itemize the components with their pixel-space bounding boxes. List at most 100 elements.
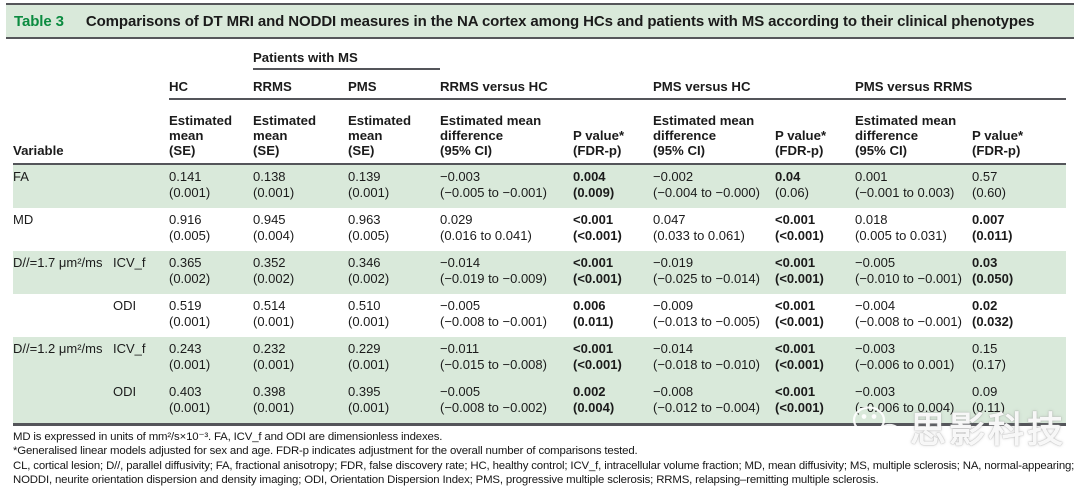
cell-se: (0.001) — [169, 184, 211, 200]
table-caption: Comparisons of DT MRI and NODDI measures… — [85, 13, 1035, 30]
cell-se: (0.001) — [253, 356, 295, 372]
col-header-est-mean-hc: Estimated mean (SE) — [169, 99, 253, 165]
spacer-cell — [13, 39, 253, 69]
cell-p: 0.03 — [972, 255, 998, 270]
td-diff-rrms-hc: −0.014 (−0.019 to −0.009) — [440, 251, 573, 294]
header-row-group: Patients with MS — [13, 39, 1066, 70]
col-header-diff-pms-hc: Estimated mean difference (95% CI) — [653, 99, 775, 165]
cell-p: <0.001 — [573, 341, 614, 356]
cell-se: (0.001) — [253, 399, 295, 415]
td-variable: FA — [13, 169, 29, 184]
cell-mean: 0.403 — [169, 384, 202, 399]
td-diff-pms-hc: −0.014 (−0.018 to −0.010) — [653, 337, 775, 380]
table-header: Patients with MS HC RRMS PMS RRMS versus… — [13, 39, 1066, 165]
cell-se: (0.005) — [169, 227, 211, 243]
col-header-hc: HC — [169, 69, 253, 100]
cell-diff: −0.005 — [440, 384, 481, 399]
cell-ci: (−0.015 to −0.008) — [440, 356, 547, 372]
cell-fdr: (0.050) — [972, 270, 1014, 286]
table-row-d17-icvf: D//=1.7 μm²/ms ICV_f 0.365 (0.002) 0.352(… — [13, 251, 1066, 294]
cell-fdr: (0.60) — [972, 184, 1006, 200]
cell-diff: −0.011 — [440, 341, 480, 356]
cell-diff: −0.014 — [653, 341, 694, 356]
cell-p: 0.09 — [972, 384, 998, 399]
td-diff-rrms-hc: −0.005 (−0.008 to −0.002) — [440, 380, 573, 425]
cell-mean: 0.232 — [253, 341, 286, 356]
cell-ci: (−0.012 to −0.004) — [653, 399, 760, 415]
col-header-p-pms-rrms: P value* (FDR-p) — [972, 99, 1066, 165]
td-rrms: 0.398 (0.001) — [253, 380, 348, 425]
td-p-rrms-hc: <0.001 (<0.001) — [573, 337, 653, 380]
td-diff-pms-rrms: −0.004 (−0.008 to −0.001) — [855, 294, 972, 337]
spacer-cell — [13, 69, 169, 99]
cell-fdr: (0.06) — [775, 184, 809, 200]
td-p-pms-hc: <0.001 (<0.001) — [775, 251, 855, 294]
cell-fdr: (0.032) — [972, 313, 1014, 329]
cell-mean: 0.510 — [348, 298, 381, 313]
td-hc: 0.916 (0.005) — [169, 208, 253, 251]
cell-diff: −0.014 — [440, 255, 481, 270]
td-p-pms-hc: <0.001 (<0.001) — [775, 380, 855, 425]
td-p-pms-rrms: 0.15 (0.17) — [972, 337, 1066, 380]
cell-diff: −0.009 — [653, 298, 694, 313]
td-variable: D//=1.7 μm²/ms — [13, 255, 103, 270]
td-subvariable: ICV_f — [113, 255, 146, 270]
cell-se: (0.001) — [169, 313, 211, 329]
td-hc: 0.403 (0.001) — [169, 380, 253, 425]
cell-mean: 0.365 — [169, 255, 202, 270]
td-diff-rrms-hc: −0.003 (−0.005 to −0.001) — [440, 164, 573, 208]
cell-p: 0.57 — [972, 169, 998, 184]
col-header-variable: Variable — [13, 99, 169, 165]
cell-diff: −0.003 — [440, 169, 481, 184]
cell-mean: 0.138 — [253, 169, 286, 184]
footnote-models: *Generalised linear models adjusted for … — [13, 445, 638, 458]
cell-ci: (−0.006 to 0.001) — [855, 356, 955, 372]
cell-p: 0.007 — [972, 212, 1005, 227]
cell-fdr: (<0.001) — [573, 356, 622, 372]
td-p-rrms-hc: 0.004 (0.009) — [573, 164, 653, 208]
footnote-abbreviations-1: CL, cortical lesion; D//, parallel diffu… — [13, 459, 1075, 472]
td-variable — [13, 294, 113, 337]
cell-p: 0.04 — [775, 169, 801, 184]
td-rrms: 0.514 (0.001) — [253, 294, 348, 337]
td-diff-rrms-hc: −0.005 (−0.008 to −0.001) — [440, 294, 573, 337]
cell-fdr: (0.011) — [573, 313, 614, 329]
td-hc: 0.141 (0.001) — [169, 164, 253, 208]
table-number: Table 3 — [14, 13, 64, 30]
cell-mean: 0.963 — [348, 212, 381, 227]
table-body: FA 0.141 (0.001) 0.138 (0.001) 0.139 (0.001… — [13, 164, 1066, 425]
cell-p: <0.001 — [775, 212, 816, 227]
col-header-p-pms-hc: P value* (FDR-p) — [775, 99, 855, 165]
td-diff-pms-rrms: 0.001 (−0.001 to 0.003) — [855, 164, 972, 208]
td-p-rrms-hc: <0.001 (<0.001) — [573, 251, 653, 294]
cell-se: (0.002) — [253, 270, 295, 286]
cell-p: <0.001 — [775, 255, 816, 270]
footnote-abbreviations-2: NODDI, neurite orientation dispersion an… — [13, 473, 879, 486]
cell-ci: (0.005 to 0.031) — [855, 227, 947, 243]
td-diff-pms-hc: −0.008 (−0.012 to −0.004) — [653, 380, 775, 425]
header-row-measures: Variable Estimated mean (SE) Estimated m… — [13, 99, 1066, 165]
td-p-pms-rrms: 0.57 (0.60) — [972, 164, 1066, 208]
group-header-patients-with-ms: Patients with MS — [253, 39, 440, 70]
cell-mean: 0.519 — [169, 298, 202, 313]
td-p-pms-hc: <0.001 (<0.001) — [775, 294, 855, 337]
td-p-pms-rrms: 0.03 (0.050) — [972, 251, 1066, 294]
table-row-md: MD 0.916 (0.005) 0.945 (0.004) 0.963 (0.005… — [13, 208, 1066, 251]
col-header-pms: PMS — [348, 69, 440, 100]
col-header-est-mean-pms: Estimated mean (SE) — [348, 99, 440, 165]
cell-se: (0.005) — [348, 227, 390, 243]
cell-fdr: (0.011) — [972, 227, 1013, 243]
td-pms: 0.346 (0.002) — [348, 251, 440, 294]
cell-ci: (−0.025 to −0.014) — [653, 270, 760, 286]
cell-se: (0.001) — [348, 313, 390, 329]
td-diff-pms-rrms: 0.018 (0.005 to 0.031) — [855, 208, 972, 251]
table-row-fa: FA 0.141 (0.001) 0.138 (0.001) 0.139 (0.001… — [13, 164, 1066, 208]
cell-se: (0.002) — [169, 270, 211, 286]
cell-fdr: (<0.001) — [775, 356, 824, 372]
td-rrms: 0.138 (0.001) — [253, 164, 348, 208]
cell-ci: (−0.005 to −0.001) — [440, 184, 547, 200]
cell-se: (0.001) — [253, 313, 295, 329]
cell-se: (0.001) — [253, 184, 295, 200]
td-p-pms-rrms: 0.02 (0.032) — [972, 294, 1066, 337]
cell-ci: (−0.008 to −0.001) — [855, 313, 962, 329]
